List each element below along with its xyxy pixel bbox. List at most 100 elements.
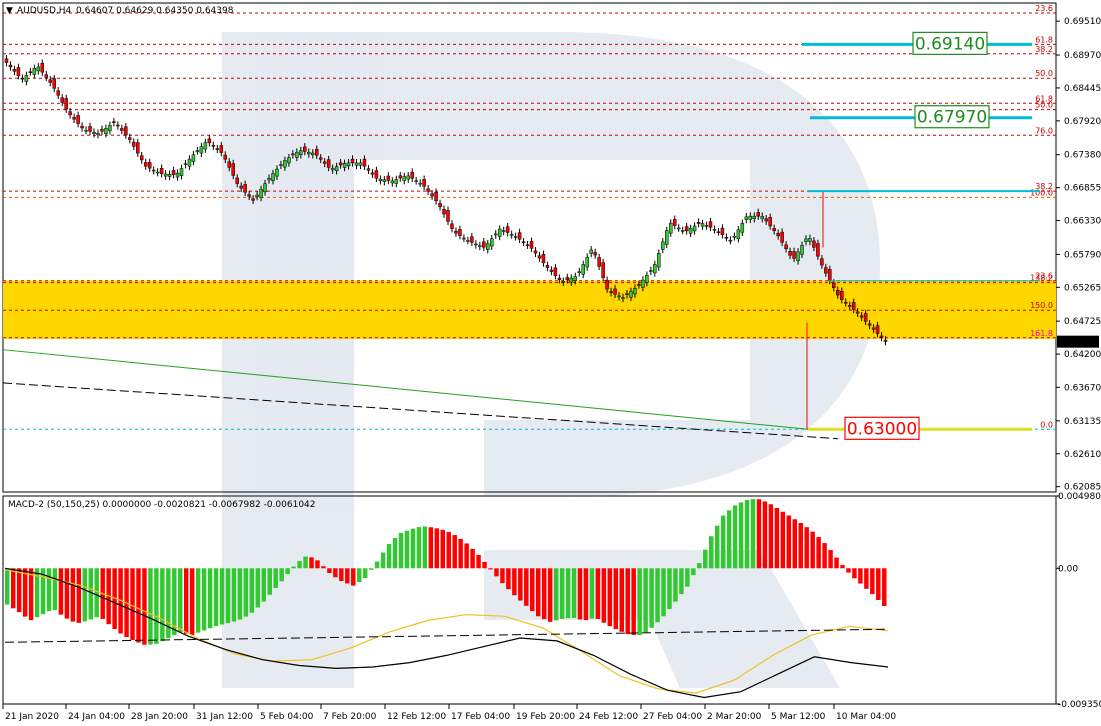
candle-body[interactable] xyxy=(744,216,749,220)
candle-body[interactable] xyxy=(800,245,804,255)
candle-body[interactable] xyxy=(414,180,418,182)
candle-body[interactable] xyxy=(875,325,880,334)
candle-body[interactable] xyxy=(764,218,768,222)
candle-body[interactable] xyxy=(378,178,383,182)
candle-body[interactable] xyxy=(533,250,538,254)
candle-body[interactable] xyxy=(88,126,92,132)
candle-body[interactable] xyxy=(223,154,228,160)
candle-body[interactable] xyxy=(60,97,64,103)
candle-body[interactable] xyxy=(358,162,363,166)
candle-body[interactable] xyxy=(756,212,760,217)
candle-body[interactable] xyxy=(633,287,637,295)
candle-body[interactable] xyxy=(696,221,701,224)
candle-body[interactable] xyxy=(350,158,355,164)
candle-body[interactable] xyxy=(458,229,462,236)
candle-body[interactable] xyxy=(219,145,224,153)
candle-body[interactable] xyxy=(688,228,693,234)
candle-body[interactable] xyxy=(855,311,860,314)
candle-body[interactable] xyxy=(422,179,426,187)
candle-body[interactable] xyxy=(108,125,112,132)
candle-body[interactable] xyxy=(291,153,295,156)
candle-body[interactable] xyxy=(318,157,323,160)
candle-body[interactable] xyxy=(843,301,848,304)
candle-body[interactable] xyxy=(52,78,56,89)
candle-body[interactable] xyxy=(442,209,446,215)
candle-body[interactable] xyxy=(402,176,406,181)
candle-body[interactable] xyxy=(72,117,76,120)
candle-body[interactable] xyxy=(263,183,267,193)
candle-body[interactable] xyxy=(462,237,466,240)
candle-body[interactable] xyxy=(772,228,776,232)
candle-body[interactable] xyxy=(454,230,458,234)
candle-body[interactable] xyxy=(760,215,764,219)
candle-body[interactable] xyxy=(517,232,522,240)
candle-body[interactable] xyxy=(64,98,68,110)
candle-body[interactable] xyxy=(836,289,840,296)
candle-body[interactable] xyxy=(215,148,220,150)
candle-body[interactable] xyxy=(867,323,872,326)
candle-body[interactable] xyxy=(438,203,442,208)
candle-body[interactable] xyxy=(736,229,741,239)
candle-body[interactable] xyxy=(44,74,49,78)
candle-body[interactable] xyxy=(362,158,367,167)
candle-body[interactable] xyxy=(521,241,526,244)
candle-body[interactable] xyxy=(613,288,617,295)
candle-body[interactable] xyxy=(832,282,836,288)
candle-body[interactable] xyxy=(816,243,820,257)
candle-body[interactable] xyxy=(653,264,657,274)
candle-body[interactable] xyxy=(307,151,311,155)
candle-body[interactable] xyxy=(231,163,235,176)
candle-body[interactable] xyxy=(255,194,259,197)
candle-body[interactable] xyxy=(187,158,192,167)
candle-body[interactable] xyxy=(549,269,554,272)
candle-body[interactable] xyxy=(155,171,160,174)
candle-body[interactable] xyxy=(768,217,772,227)
candle-body[interactable] xyxy=(501,230,506,232)
candle-body[interactable] xyxy=(712,229,717,231)
candle-body[interactable] xyxy=(593,252,597,256)
candle-body[interactable] xyxy=(151,169,156,172)
candle-body[interactable] xyxy=(883,339,888,342)
candle-body[interactable] xyxy=(311,152,315,155)
candle-body[interactable] xyxy=(497,228,502,237)
candle-body[interactable] xyxy=(752,215,757,219)
candle-body[interactable] xyxy=(195,150,200,152)
candle-body[interactable] xyxy=(577,271,582,274)
candle-body[interactable] xyxy=(314,149,319,156)
candle-body[interactable] xyxy=(295,151,299,158)
candle-body[interactable] xyxy=(569,277,574,283)
candle-body[interactable] xyxy=(28,71,33,73)
candle-body[interactable] xyxy=(629,291,633,298)
candle-body[interactable] xyxy=(847,305,852,307)
candle-body[interactable] xyxy=(716,231,721,234)
candle-body[interactable] xyxy=(322,161,327,164)
candle-body[interactable] xyxy=(529,241,534,249)
candle-body[interactable] xyxy=(179,168,184,176)
candle-body[interactable] xyxy=(394,179,399,184)
candle-body[interactable] xyxy=(478,245,482,247)
candle-body[interactable] xyxy=(36,66,41,72)
candle-body[interactable] xyxy=(740,223,745,233)
candle-body[interactable] xyxy=(486,243,490,250)
candle-body[interactable] xyxy=(235,177,239,184)
candle-body[interactable] xyxy=(132,141,136,147)
candle-body[interactable] xyxy=(56,90,60,96)
candle-body[interactable] xyxy=(271,173,275,181)
candle-body[interactable] xyxy=(446,210,450,222)
candle-body[interactable] xyxy=(585,256,589,268)
candle-body[interactable] xyxy=(537,255,542,259)
candle-body[interactable] xyxy=(732,235,737,238)
candle-body[interactable] xyxy=(287,157,291,164)
candle-body[interactable] xyxy=(430,193,434,197)
candle-body[interactable] xyxy=(199,146,204,154)
candle-body[interactable] xyxy=(784,244,788,250)
candle-body[interactable] xyxy=(116,124,120,127)
candle-body[interactable] xyxy=(112,121,116,123)
candle-body[interactable] xyxy=(581,264,585,275)
candle-body[interactable] xyxy=(589,249,593,254)
candle-body[interactable] xyxy=(80,125,84,129)
candle-body[interactable] xyxy=(100,129,104,132)
candle-body[interactable] xyxy=(163,173,168,177)
candle-body[interactable] xyxy=(808,238,812,242)
candle-body[interactable] xyxy=(804,238,808,242)
